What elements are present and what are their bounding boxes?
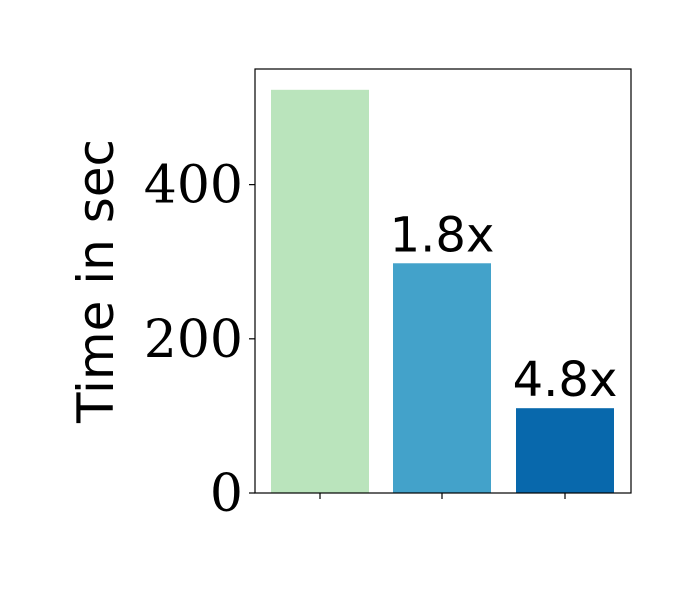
bar-3-data-label: 4.8x bbox=[513, 352, 618, 408]
bars-group bbox=[271, 89, 614, 493]
y-axis-ticks: 0 200 400 bbox=[144, 156, 255, 524]
bar-3 bbox=[516, 408, 614, 493]
x-axis-ticks bbox=[319, 493, 566, 499]
y-axis-label: Time in sec bbox=[67, 139, 125, 424]
y-tick-label-0: 0 bbox=[210, 464, 243, 524]
data-labels-group: 1.8x 4.8x bbox=[390, 207, 618, 408]
bar-2-data-label: 1.8x bbox=[390, 207, 495, 263]
y-tick-label-200: 200 bbox=[144, 310, 243, 370]
y-tick-label-400: 400 bbox=[144, 156, 243, 216]
bar-2 bbox=[393, 263, 491, 493]
plot-frame bbox=[254, 68, 632, 494]
bar-1 bbox=[271, 89, 369, 493]
